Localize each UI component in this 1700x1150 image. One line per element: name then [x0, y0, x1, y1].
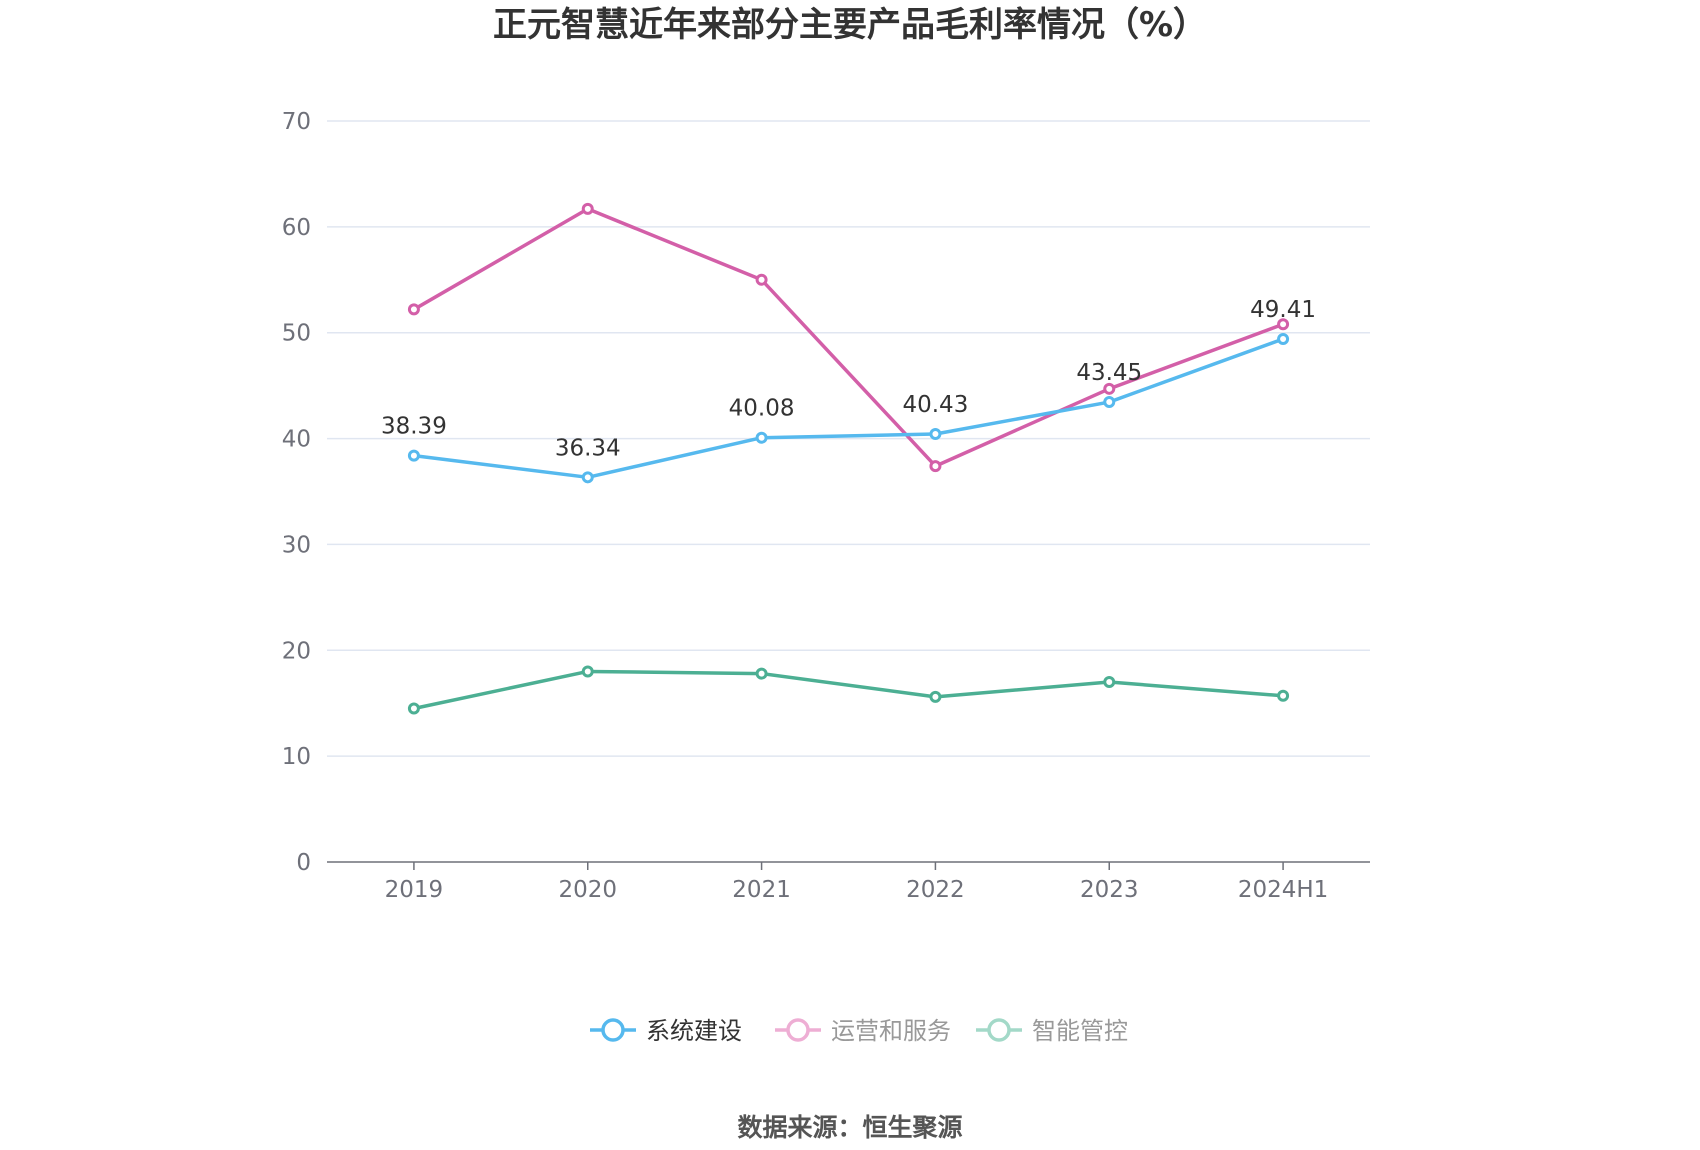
legend[interactable]: 系统建设 运营和服务 智能管控: [590, 1017, 1128, 1045]
legend-marker-icon: [987, 1018, 1011, 1042]
data-label: 40.08: [729, 396, 795, 422]
y-tick-label: 10: [282, 744, 311, 770]
data-point[interactable]: [755, 667, 768, 680]
legend-label: 智能管控: [1032, 1017, 1128, 1045]
series-line: [413, 669, 1284, 711]
y-tick-label: 70: [282, 109, 311, 135]
legend-item-1[interactable]: 系统建设: [590, 1017, 742, 1045]
x-tick-label: 2020: [558, 877, 617, 903]
data-point[interactable]: [929, 428, 942, 441]
data-point[interactable]: [929, 690, 942, 703]
x-axis: 2019 2020 2021 2022 2023 2024H1: [327, 861, 1370, 903]
y-axis: 0 10 20 30 40 50 60 70: [282, 109, 311, 876]
data-point[interactable]: [1277, 332, 1290, 345]
y-tick-label: 60: [282, 215, 311, 241]
data-point[interactable]: [581, 471, 594, 484]
data-label: 49.41: [1250, 297, 1316, 323]
data-point[interactable]: [929, 460, 942, 473]
x-tick-label: 2021: [732, 877, 791, 903]
data-point[interactable]: [1277, 689, 1290, 702]
data-point[interactable]: [407, 702, 420, 715]
series-2: [407, 202, 1290, 473]
series-1: [407, 332, 1290, 484]
x-tick-label: 2023: [1080, 877, 1139, 903]
data-point[interactable]: [1103, 676, 1116, 689]
y-tick-label: 30: [282, 532, 311, 558]
x-tick-label: 2022: [906, 877, 965, 903]
legend-label: 系统建设: [646, 1017, 742, 1045]
chart-title: 正元智慧近年来部分主要产品毛利率情况（%）: [493, 5, 1207, 45]
x-tick-label: 2024H1: [1238, 877, 1328, 903]
data-point[interactable]: [581, 665, 594, 678]
legend-label: 运营和服务: [831, 1017, 951, 1045]
source-note: 数据来源：恒生聚源: [737, 1113, 962, 1142]
data-label: 38.39: [381, 414, 447, 440]
legend-item-2[interactable]: 运营和服务: [775, 1017, 951, 1045]
data-labels: 38.39 36.34 40.08 40.43 43.45 49.41: [381, 297, 1316, 461]
data-point[interactable]: [407, 449, 420, 462]
y-tick-label: 40: [282, 427, 311, 453]
y-tick-label: 0: [296, 850, 311, 876]
y-tick-label: 50: [282, 321, 311, 347]
data-point[interactable]: [755, 431, 768, 444]
legend-item-3[interactable]: 智能管控: [976, 1017, 1128, 1045]
data-point[interactable]: [1103, 382, 1116, 395]
legend-marker-icon: [601, 1018, 625, 1042]
series-line: [413, 337, 1284, 480]
legend-marker-icon: [786, 1018, 810, 1042]
series-line: [413, 207, 1284, 468]
series-group: [407, 202, 1290, 715]
y-tick-label: 20: [282, 638, 311, 664]
data-point[interactable]: [407, 303, 420, 316]
data-point[interactable]: [1277, 318, 1290, 331]
grid-lines: [327, 120, 1370, 757]
data-point[interactable]: [755, 273, 768, 286]
series-3: [407, 665, 1290, 715]
x-tick-label: 2019: [385, 877, 444, 903]
data-point[interactable]: [581, 202, 594, 215]
data-label: 40.43: [902, 392, 968, 418]
data-label: 43.45: [1076, 360, 1142, 386]
data-label: 36.34: [555, 435, 621, 461]
data-point[interactable]: [1103, 396, 1116, 409]
